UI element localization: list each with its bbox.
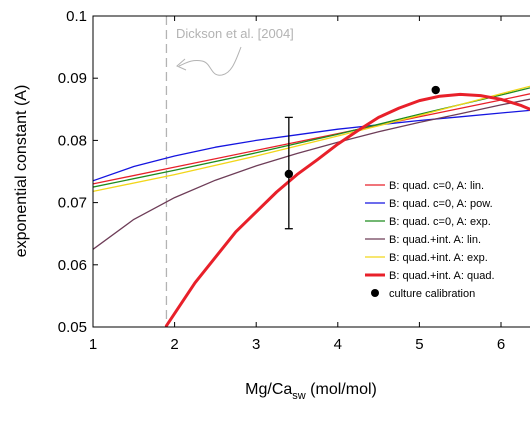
x-axis-title-main: Mg/Ca [245, 381, 292, 398]
x-tick-label-1: 1 [89, 336, 97, 353]
legend-label-2: B: quad. c=0, A: pow. [389, 198, 493, 210]
plot-frame [92, 15, 530, 328]
series-line-5 [93, 85, 530, 193]
x-tick-label-6: 6 [497, 336, 505, 353]
legend-background [356, 173, 530, 291]
y-tick-label-5: 0.1 [66, 8, 87, 25]
y-tick-label-2: 0.07 [58, 195, 87, 212]
series-line-6 [164, 92, 530, 327]
legend-label-calibration: culture calibration [389, 288, 475, 300]
annotation-arrowhead [176, 58, 187, 71]
y-tick-label-4: 0.09 [58, 70, 87, 87]
series-line-4 [93, 98, 530, 250]
y-axis-title: exponential constant (A) [13, 85, 30, 258]
axes: 1 2 3 4 5 6 0.05 0.06 0.07 0.08 0.09 0.1 [58, 8, 505, 353]
series-line-1 [93, 93, 530, 185]
legend-label-5: B: quad.+int. A: exp. [389, 252, 488, 264]
legend-label-3: B: quad. c=0, A: exp. [389, 216, 491, 228]
dickson-annotation: Dickson et al. [2004] [176, 26, 294, 41]
x-tick-label-4: 4 [334, 336, 342, 353]
legend-label-1: B: quad. c=0, A: lin. [389, 180, 484, 192]
y-tick-label-1: 0.06 [58, 257, 87, 274]
calibration-point-2 [431, 85, 440, 95]
plot-area [93, 16, 530, 327]
annotation-arrow [178, 46, 242, 76]
x-tick-label-5: 5 [415, 336, 423, 353]
legend-label-6: B: quad.+int. A: quad. [389, 270, 495, 282]
legend: B: quad. c=0, A: lin. B: quad. c=0, A: po… [356, 173, 530, 300]
calibration-point-1 [284, 169, 294, 179]
x-tick-label-3: 3 [252, 336, 260, 353]
legend-label-4: B: quad.+int. A: lin. [389, 234, 481, 246]
y-tick-label-3: 0.08 [58, 132, 87, 149]
series-line-3 [93, 87, 530, 188]
y-tick-label-0: 0.05 [58, 319, 87, 336]
x-axis-title-subscript: sw [292, 390, 306, 402]
legend-swatch-calibration [371, 289, 379, 297]
x-tick-label-2: 2 [170, 336, 178, 353]
series-line-2 [93, 109, 530, 182]
x-axis-title: Mg/Casw (mol/mol) [245, 381, 377, 402]
x-axis-title-units: (mol/mol) [306, 381, 377, 398]
